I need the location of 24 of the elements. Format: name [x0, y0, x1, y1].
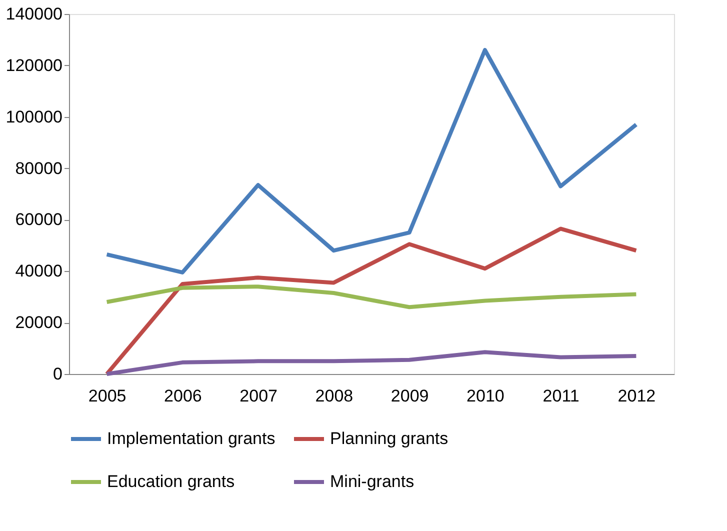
legend-label: Planning grants: [330, 429, 448, 448]
legend-label: Education grants: [107, 472, 235, 491]
x-tick-label: 2008: [315, 386, 354, 406]
y-tick-label: 100000: [6, 107, 62, 126]
x-tick-label: 2006: [164, 386, 202, 406]
line-series: [104, 350, 638, 376]
legend-label: Mini-grants: [330, 472, 414, 491]
y-tick-label: 20000: [15, 313, 62, 332]
y-tick-label: 80000: [15, 158, 62, 178]
x-tick-label: 2009: [390, 386, 429, 406]
y-tick-label: 60000: [15, 210, 62, 230]
y-tick-label: 0: [53, 364, 62, 384]
x-tick-label: 2010: [466, 386, 504, 406]
x-tick-label: 2005: [88, 386, 126, 406]
line-series: [104, 284, 638, 310]
y-tick-label: 140000: [6, 4, 62, 24]
x-tick-label: 2011: [542, 386, 580, 406]
x-tick-label: 2007: [240, 386, 278, 406]
y-tick-label: 40000: [15, 262, 62, 281]
x-tick-label: 2012: [618, 386, 656, 406]
line-series: [104, 226, 638, 376]
legend-label: Implementation grants: [107, 429, 276, 448]
line-series: [104, 48, 638, 274]
y-tick-label: 120000: [6, 56, 62, 75]
